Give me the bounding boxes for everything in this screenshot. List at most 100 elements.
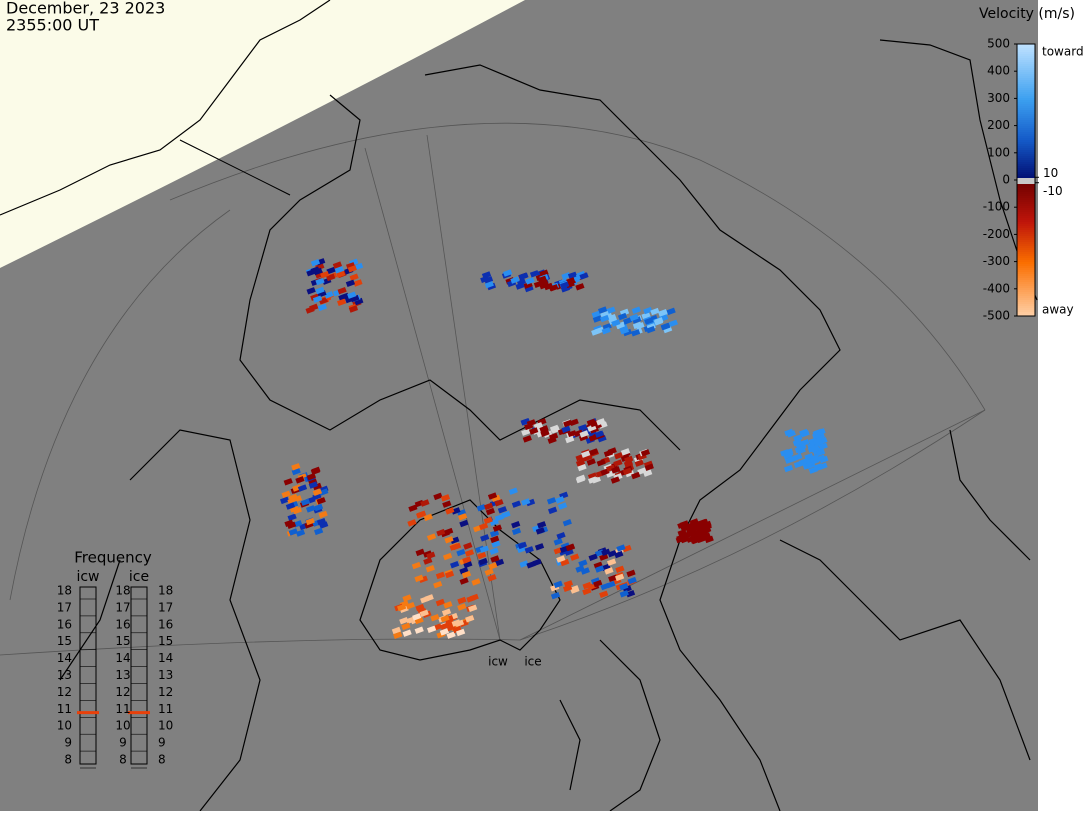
- color-step: [1017, 196, 1035, 199]
- echo-cell: [562, 518, 572, 527]
- echo-cell: [446, 631, 456, 639]
- echo-cell: [405, 601, 416, 610]
- color-step: [1017, 208, 1035, 211]
- velocity-tick-label: -300: [983, 254, 1010, 268]
- echo-cell: [433, 492, 443, 501]
- frequency-tick-label: 9: [64, 736, 72, 750]
- echo-cell: [596, 458, 606, 467]
- echo-cell: [524, 546, 534, 554]
- color-step: [1017, 204, 1035, 207]
- echo-cell: [521, 498, 531, 506]
- echo-cell: [611, 319, 621, 327]
- echo-cell: [625, 469, 635, 478]
- echo-cell: [653, 318, 664, 326]
- echo-cell: [489, 547, 499, 555]
- echo-cell: [661, 322, 671, 331]
- echo-cell: [477, 551, 487, 560]
- color-step: [1017, 168, 1035, 171]
- echo-cell: [480, 534, 490, 542]
- echo-cell: [451, 619, 461, 627]
- away-label: away: [1042, 303, 1074, 317]
- echo-cell: [586, 458, 596, 466]
- echo-cell: [605, 464, 616, 472]
- echo-cell: [462, 556, 472, 564]
- echo-cell: [494, 558, 505, 567]
- echo-cell: [535, 527, 545, 535]
- color-step: [1017, 232, 1035, 235]
- echo-cell: [402, 629, 412, 637]
- echo-cell: [349, 273, 359, 281]
- echo-cell: [312, 488, 323, 496]
- color-step: [1017, 272, 1035, 275]
- echo-cell: [457, 596, 467, 605]
- echo-cell: [348, 305, 359, 313]
- echo-cell: [632, 316, 642, 324]
- color-step: [1017, 218, 1035, 221]
- radar-echoes: [280, 258, 829, 639]
- echo-cell: [280, 496, 290, 505]
- echo-cell: [563, 419, 573, 428]
- echo-cell: [336, 270, 346, 278]
- frequency-tick-label: 10: [57, 719, 72, 733]
- color-step: [1017, 254, 1035, 257]
- frequency-tick-label: 8: [119, 753, 127, 767]
- echo-cell: [529, 427, 539, 435]
- echo-cell: [599, 590, 609, 598]
- echo-cell: [802, 462, 812, 470]
- echo-cell: [613, 459, 623, 467]
- color-step: [1017, 228, 1035, 231]
- color-step: [1017, 158, 1035, 161]
- echo-cell: [285, 502, 296, 510]
- echo-cell: [637, 467, 647, 475]
- color-step: [1017, 150, 1035, 153]
- echo-cell: [292, 484, 302, 492]
- echo-cell: [560, 281, 570, 289]
- echo-cell: [784, 456, 795, 464]
- frequency-tick-label: 17: [115, 600, 130, 614]
- echo-cell: [812, 437, 823, 445]
- color-step: [1017, 106, 1035, 109]
- frequency-tick-label: 16: [115, 617, 130, 631]
- echo-cell: [414, 616, 424, 625]
- color-step: [1017, 64, 1035, 67]
- echo-cell: [679, 534, 689, 543]
- color-step: [1017, 306, 1035, 309]
- echo-cell: [553, 580, 563, 589]
- velocity-tick-label: 300: [987, 91, 1010, 105]
- echo-cell: [615, 321, 625, 330]
- frequency-tick-label: 12: [158, 685, 173, 699]
- velocity-tick-label: 100: [987, 145, 1010, 159]
- color-step: [1017, 112, 1035, 115]
- echo-cell: [587, 476, 598, 484]
- echo-cell: [402, 594, 412, 602]
- frequency-tick-label: 14: [115, 651, 130, 665]
- echo-cell: [494, 499, 504, 507]
- echo-cell: [561, 425, 571, 433]
- color-step: [1017, 98, 1035, 101]
- echo-cell: [313, 503, 324, 512]
- echo-cell: [433, 580, 443, 589]
- echo-cell: [425, 564, 435, 573]
- echo-cell: [297, 484, 308, 492]
- color-step: [1017, 236, 1035, 239]
- color-step: [1017, 122, 1035, 125]
- frequency-tick-label: 15: [158, 634, 173, 648]
- color-step: [1017, 140, 1035, 143]
- color-step: [1017, 220, 1035, 223]
- echo-cell: [424, 594, 434, 602]
- color-step: [1017, 186, 1035, 189]
- echo-cell: [625, 589, 636, 598]
- day-region: [0, 0, 525, 268]
- coastline: [59, 429, 261, 812]
- echo-cell: [622, 585, 632, 593]
- echo-cell: [511, 500, 522, 508]
- echo-cell: [483, 516, 493, 525]
- echo-cell: [490, 555, 500, 563]
- echo-cell: [439, 622, 450, 630]
- color-step: [1017, 44, 1035, 47]
- echo-cell: [479, 545, 490, 553]
- echo-cell: [643, 469, 653, 477]
- echo-cell: [644, 463, 654, 471]
- echo-cell: [793, 434, 803, 442]
- echo-cell: [548, 506, 558, 515]
